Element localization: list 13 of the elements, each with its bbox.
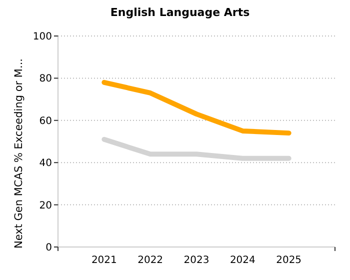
x-tick-label: 2022 (138, 255, 164, 266)
y-tick-label: 80 (39, 74, 52, 85)
x-tick-label: 2021 (91, 255, 117, 266)
chart-title: English Language Arts (110, 6, 250, 19)
y-tick-label: 20 (39, 200, 52, 212)
y-tick-label: 100 (32, 32, 52, 42)
y-axis-title: Next Gen MCAS % Exceeding or M... (13, 58, 25, 249)
y-tick-label: 0 (46, 242, 52, 254)
x-tick-label: 2023 (184, 255, 210, 266)
y-tick-label: 40 (39, 158, 52, 170)
y-tick-label: 60 (39, 116, 52, 127)
x-tick-label: 2025 (276, 255, 302, 266)
x-tick-label: 2024 (230, 255, 256, 266)
